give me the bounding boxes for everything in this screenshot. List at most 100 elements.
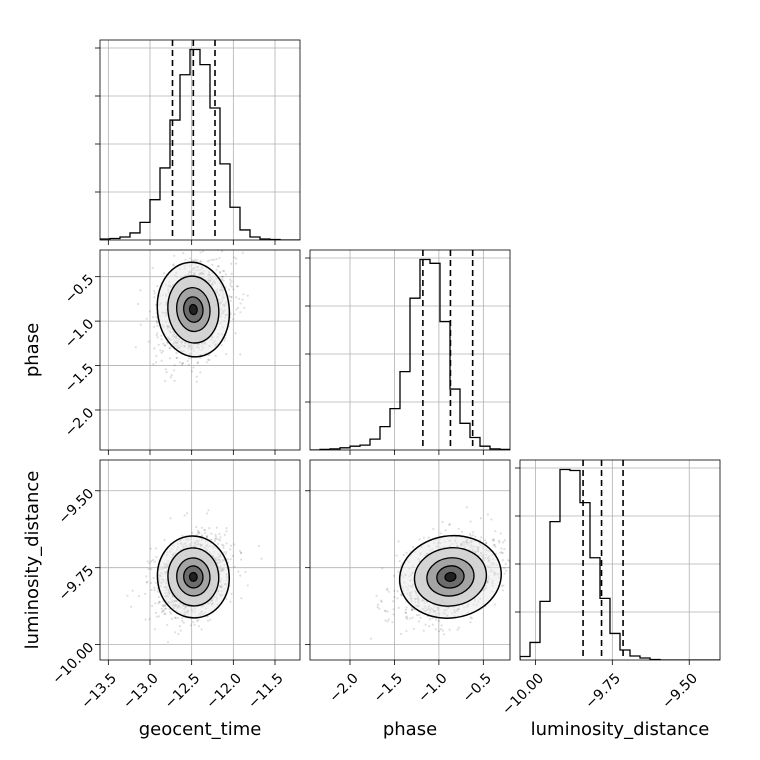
scatter-point [222, 544, 225, 547]
scatter-point [211, 258, 214, 261]
scatter-point [512, 576, 514, 578]
scatter-point [196, 259, 199, 262]
scatter-point [434, 628, 437, 631]
scatter-point [155, 361, 158, 364]
scatter-point [187, 363, 190, 366]
scatter-point [155, 555, 158, 559]
scatter-point [524, 543, 526, 545]
scatter-point [418, 538, 421, 541]
scatter-point [486, 513, 489, 516]
scatter-point [223, 551, 226, 554]
scatter-point [148, 562, 151, 565]
scatter-point [199, 260, 203, 263]
scatter-point [239, 353, 242, 356]
scatter-point [400, 594, 403, 597]
scatter-point [485, 542, 488, 545]
y-tick-label-phase: −1.5 [62, 361, 97, 396]
scatter-point [229, 284, 232, 287]
scatter-point [417, 620, 421, 623]
scatter-point [217, 265, 220, 268]
scatter-point [199, 251, 202, 254]
scatter-point [204, 532, 207, 535]
scatter-point [186, 360, 189, 363]
scatter-point [153, 292, 156, 295]
scatter-point [169, 517, 172, 520]
y-tick-label-luminosity_distance: −9.50 [56, 486, 98, 528]
scatter-point [386, 587, 389, 590]
scatter-point [195, 525, 198, 529]
x-tick-label-luminosity_distance: −9.75 [582, 670, 624, 712]
scatter-point [178, 625, 181, 628]
scatter-point [457, 527, 460, 530]
scatter-point [460, 530, 463, 534]
scatter-point [164, 344, 167, 347]
scatter-point [418, 613, 421, 617]
scatter-point [160, 334, 163, 337]
scatter-point [471, 534, 474, 537]
scatter-point [229, 600, 232, 603]
hist-outline [100, 48, 300, 240]
scatter-point [192, 259, 195, 262]
scatter-point [155, 334, 158, 337]
scatter-point [197, 618, 200, 622]
scatter-point [208, 259, 211, 262]
scatter-point [189, 624, 192, 627]
scatter-point [228, 295, 231, 298]
scatter-point [229, 548, 232, 551]
scatter-point [219, 270, 222, 273]
scatter-point [190, 370, 194, 373]
hist-bar [230, 207, 240, 240]
scatter-point [147, 340, 150, 343]
scatter-point [183, 514, 186, 517]
scatter-point [151, 266, 154, 269]
scatter-point [246, 584, 249, 587]
scatter-point [160, 351, 163, 354]
scatter-point [163, 344, 166, 347]
scatter-point [161, 350, 165, 353]
scatter-point [221, 250, 224, 253]
scatter-point [164, 368, 167, 371]
hist-bar [400, 372, 410, 450]
scatter-point [441, 521, 444, 524]
scatter-point [210, 532, 213, 535]
scatter-point [150, 560, 153, 563]
scatter-point [148, 618, 151, 621]
hist-panel-phase [305, 249, 511, 455]
y-tick-label-phase: −0.5 [62, 272, 97, 307]
x-axis-label-phase: phase [383, 719, 437, 740]
scatter-point [196, 531, 200, 534]
scatter-point [395, 554, 398, 557]
scatter-point [233, 565, 236, 568]
hist-panel-geocent_time [95, 39, 301, 245]
scatter-point [224, 553, 227, 556]
scatter-point [214, 535, 218, 538]
scatter-point [233, 256, 236, 259]
scatter-point [164, 612, 167, 615]
scatter-point [380, 599, 383, 602]
scatter-point [211, 263, 214, 266]
scatter-point [153, 586, 156, 589]
scatter-point [406, 617, 409, 621]
scatter-point [232, 318, 235, 321]
scatter-point [237, 570, 240, 573]
scatter-point [163, 272, 166, 275]
scatter-point [410, 608, 414, 612]
scatter-point [369, 637, 372, 640]
scatter-point [500, 547, 503, 550]
scatter-point [199, 260, 202, 263]
scatter-panel-phase-luminosity_distance [305, 459, 526, 665]
scatter-point [494, 545, 497, 548]
scatter-point [156, 336, 159, 339]
scatter-point [193, 623, 196, 626]
panel-frame [309, 459, 511, 661]
hist-bar [240, 230, 250, 240]
scatter-point [226, 558, 229, 561]
scatter-point [469, 534, 472, 537]
scatter-point [392, 613, 395, 616]
scatter-point [404, 611, 408, 614]
scatter-point [225, 530, 228, 533]
scatter-point [472, 531, 475, 534]
scatter-point [239, 551, 243, 555]
scatter-point [411, 546, 415, 549]
scatter-point [474, 535, 477, 538]
